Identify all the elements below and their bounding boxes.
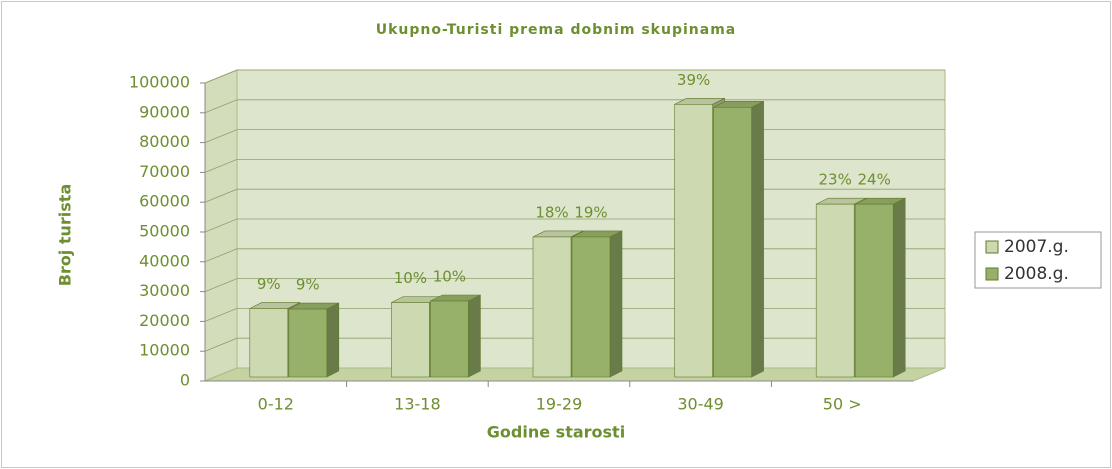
x-tick-label: 19-29 xyxy=(536,395,583,414)
bar xyxy=(532,236,572,378)
y-tick-label: 0 xyxy=(180,371,190,390)
y-tick-label: 30000 xyxy=(139,281,190,300)
y-tick-label: 10000 xyxy=(139,341,190,360)
bar-side xyxy=(892,197,906,378)
bar xyxy=(674,104,713,378)
data-label: 39% xyxy=(677,71,710,89)
y-tick-label: 80000 xyxy=(139,132,190,151)
x-tick-label: 0-12 xyxy=(258,395,294,414)
bar xyxy=(571,236,611,378)
bar xyxy=(391,302,430,378)
y-tick-label: 70000 xyxy=(139,162,190,181)
data-label: 10% xyxy=(433,268,466,286)
bar xyxy=(430,300,469,378)
data-label: 9% xyxy=(296,276,320,294)
chart-title: Ukupno-Turisti prema dobnim skupinama xyxy=(376,22,736,38)
bar xyxy=(288,308,328,378)
bar-side xyxy=(468,294,481,378)
bar xyxy=(713,107,752,378)
bar xyxy=(249,308,289,378)
data-label: 9% xyxy=(257,275,281,293)
bar-side xyxy=(326,302,340,378)
x-tick-label: 13-18 xyxy=(394,395,441,414)
bar xyxy=(815,203,855,378)
y-tick-label: 90000 xyxy=(139,102,190,121)
data-label: 19% xyxy=(574,203,607,221)
legend-label: 2008.g. xyxy=(1004,264,1069,284)
bar-side xyxy=(751,100,764,378)
y-tick-label: 20000 xyxy=(139,311,190,330)
data-label: 24% xyxy=(858,171,891,189)
data-label: 10% xyxy=(394,269,427,287)
bar-side xyxy=(609,230,623,378)
legend-swatch xyxy=(985,240,999,254)
legend-label: 2007.g. xyxy=(1004,237,1069,257)
grid-line xyxy=(204,69,945,84)
bar xyxy=(854,203,894,378)
y-tick-label: 50000 xyxy=(139,222,190,241)
x-axis-title: Godine starosti xyxy=(487,423,625,442)
data-label: 23% xyxy=(819,171,852,189)
legend-swatch xyxy=(985,267,999,281)
y-tick-label: 60000 xyxy=(139,192,190,211)
x-tick-label: 50 > xyxy=(823,395,862,414)
y-axis-title: Broj turista xyxy=(56,184,75,287)
y-tick-label: 40000 xyxy=(139,251,190,270)
data-label: 18% xyxy=(535,203,568,221)
y-tick-label: 100000 xyxy=(129,73,190,92)
x-tick-label: 30-49 xyxy=(677,395,724,414)
